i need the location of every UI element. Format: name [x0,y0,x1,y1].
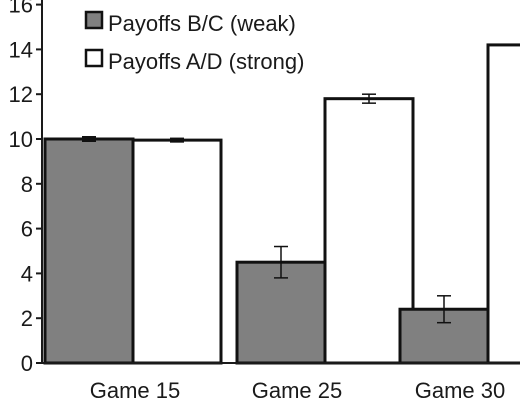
y-tick-label: 16 [9,0,33,18]
y-tick-label: 8 [21,172,33,197]
y-tick-label: 14 [9,37,33,62]
bar-strong [486,43,520,365]
bars [43,43,520,365]
y-tick-label: 6 [21,217,33,242]
y-tick-label: 12 [9,82,33,107]
bar-strong [131,138,223,365]
y-tick-label: 10 [9,127,33,152]
y-axis: 0 2 4 6 8 10 12 14 16 [9,0,43,376]
x-category-label: Game 30 [415,378,506,402]
x-category-label: Game 25 [252,378,343,402]
bar-weak [43,137,135,365]
legend: Payoffs B/C (weak) Payoffs A/D (strong) [84,10,304,74]
y-tick-label: 2 [21,306,33,331]
x-axis: Game 15 Game 25 Game 30 [42,362,520,402]
error-bars [82,93,451,324]
x-category-label: Game 15 [90,378,181,402]
legend-swatch [84,10,104,30]
y-tick-label: 4 [21,261,33,286]
legend-label: Payoffs A/D (strong) [108,49,304,74]
y-tick-label: 0 [21,351,33,376]
legend-swatch [84,48,104,68]
legend-label: Payoffs B/C (weak) [108,11,296,36]
